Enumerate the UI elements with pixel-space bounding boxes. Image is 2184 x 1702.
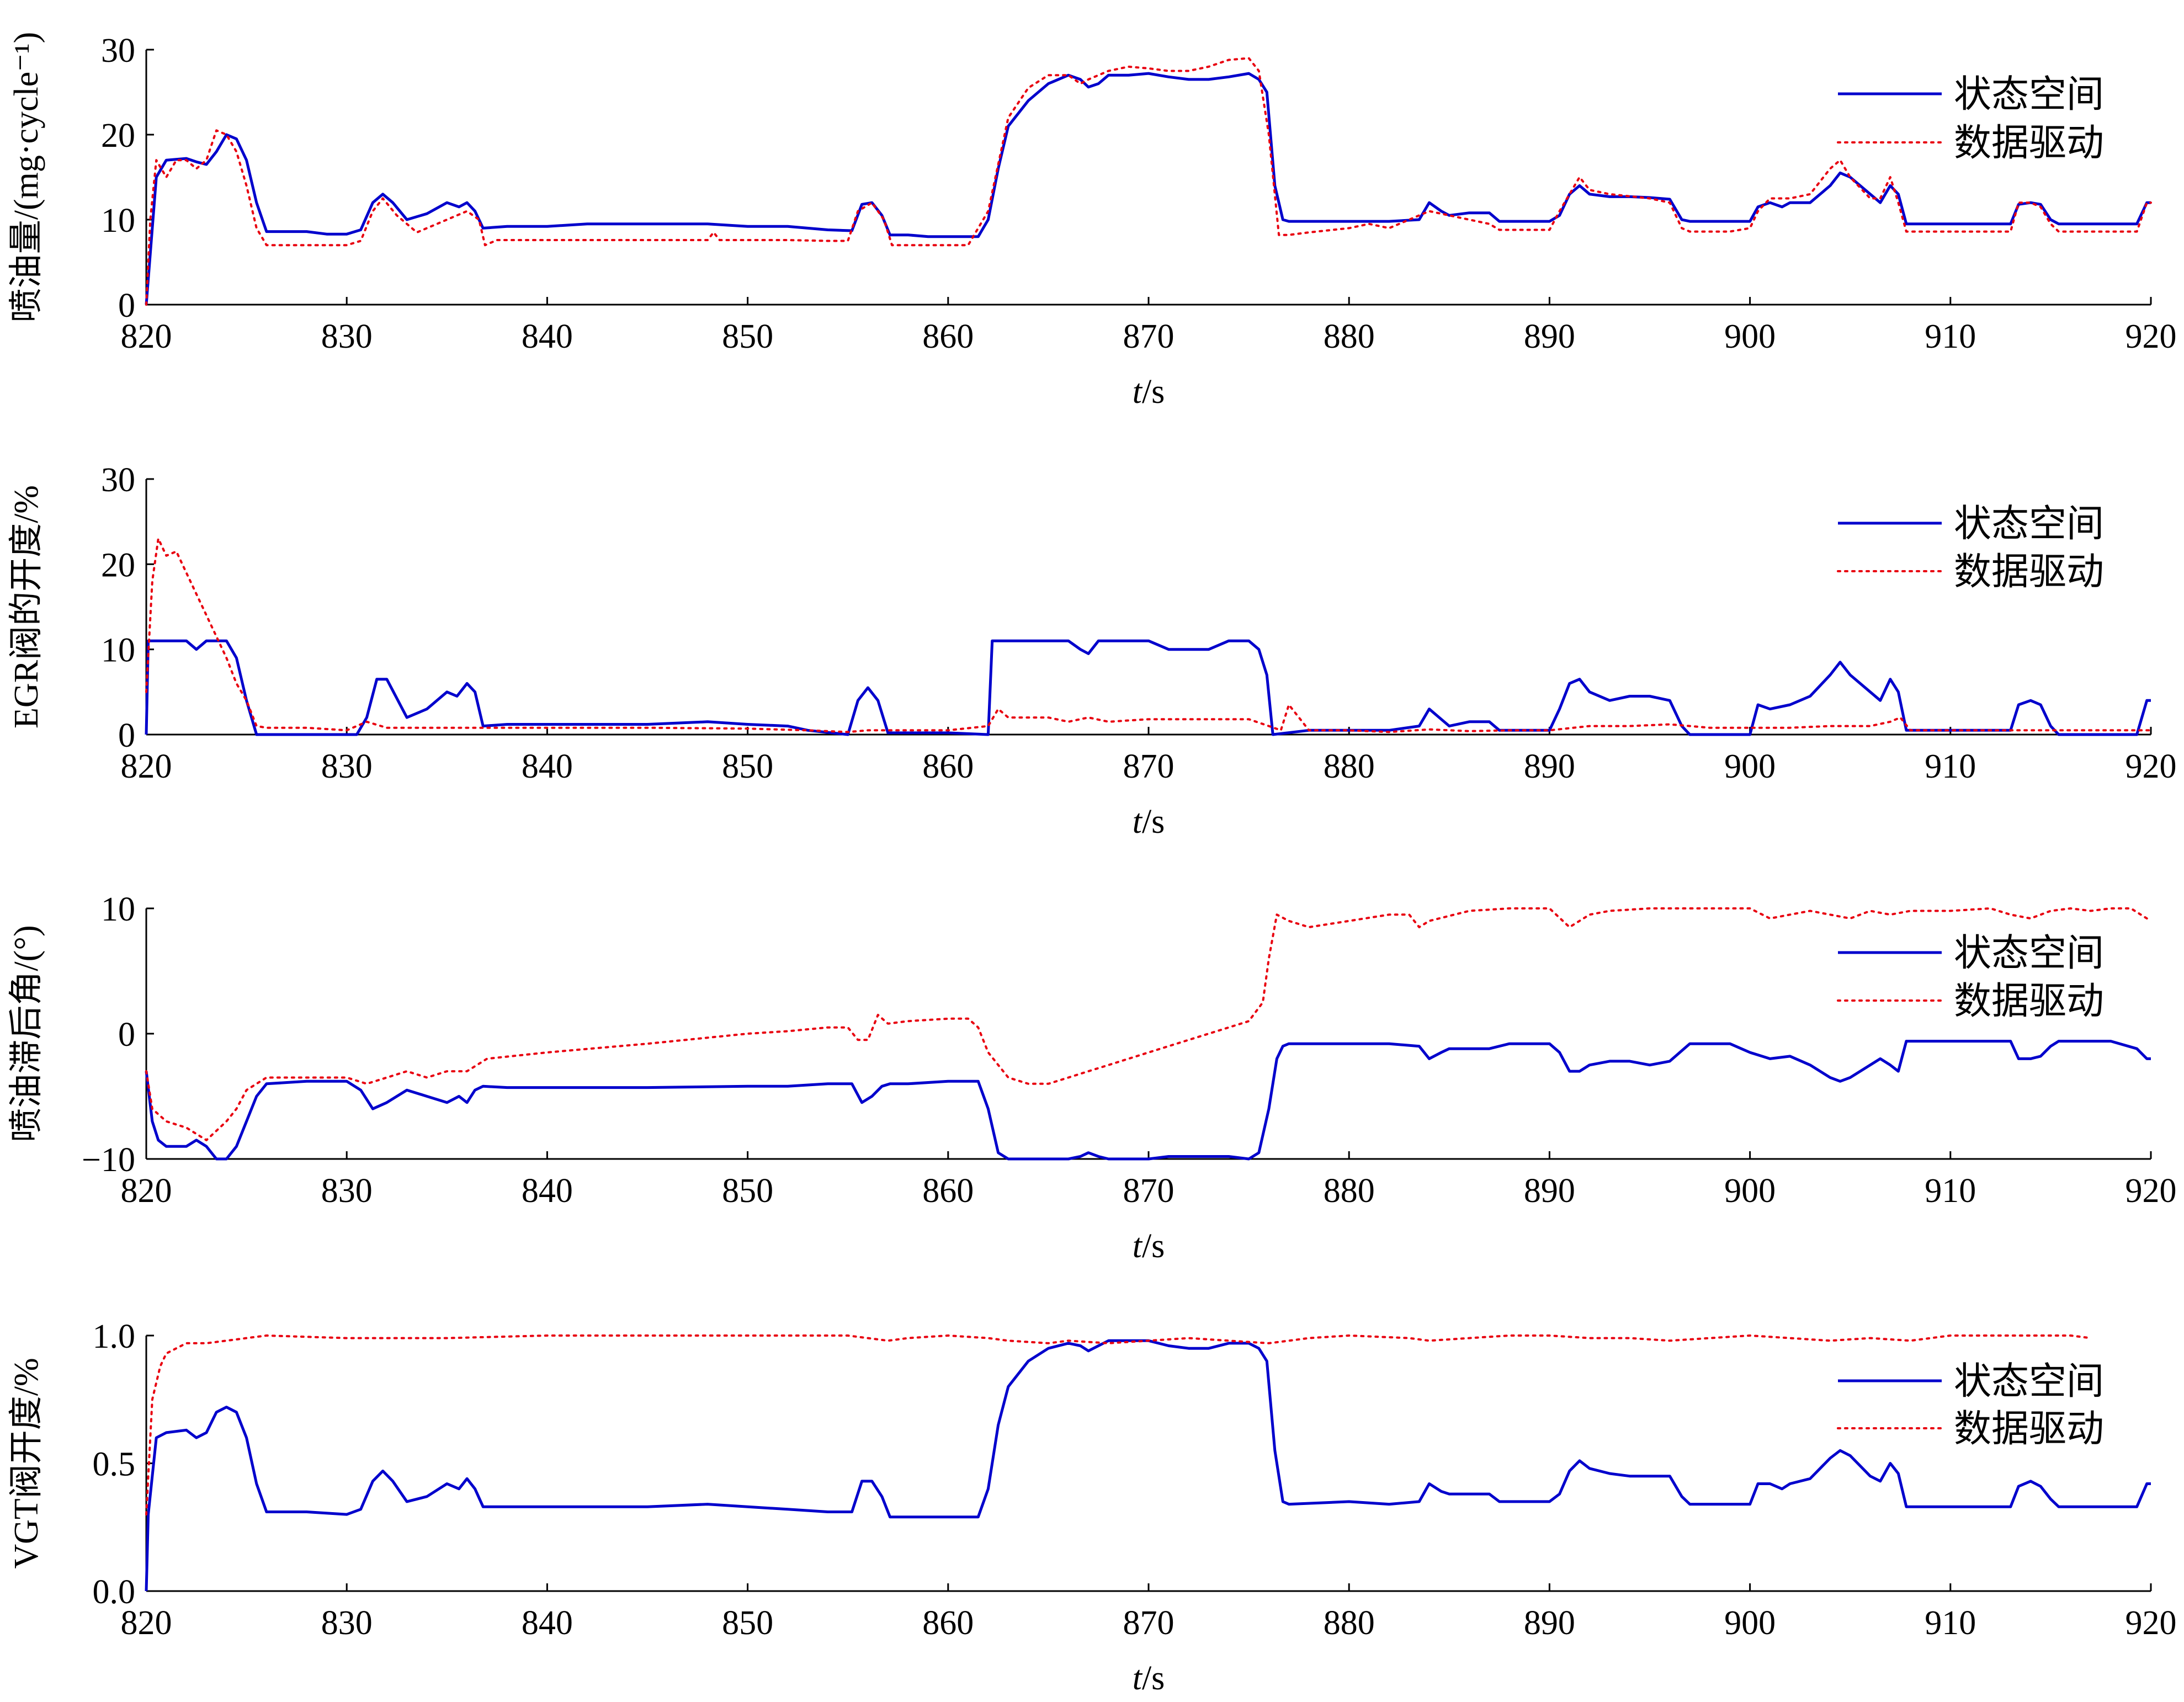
y-tick-label: −10 (82, 1141, 135, 1179)
y-tick-label: 1.0 (93, 1318, 136, 1355)
x-tick-label: 910 (1925, 318, 1976, 355)
x-tick-label: 840 (522, 318, 573, 355)
x-tick-label: 850 (722, 1604, 773, 1642)
legend-label-state-space: 状态空间 (1954, 932, 2104, 974)
series-line-data-driven (145, 907, 2152, 1141)
legend-label-data-driven: 数据驱动 (1954, 1408, 2104, 1450)
x-tick-label: 840 (522, 748, 573, 785)
x-tick-label: 890 (1524, 1604, 1575, 1642)
y-axis-label: 喷油量/(mg·cycle⁻¹) (8, 32, 45, 323)
x-tick-label: 870 (1123, 1604, 1175, 1642)
y-tick-label: 0.0 (93, 1573, 136, 1611)
series-line-state-space (145, 639, 2151, 736)
x-tick-label: 850 (722, 748, 773, 785)
x-tick-label: 900 (1724, 1604, 1776, 1642)
x-axis-label: t/s (1133, 1227, 1165, 1265)
y-tick-label: 30 (101, 32, 135, 70)
x-tick-label: 880 (1324, 1604, 1375, 1642)
x-tick-label: 860 (922, 318, 974, 355)
y-tick-label: 0 (118, 287, 135, 325)
y-tick-label: 0 (118, 717, 135, 754)
x-tick-label: 830 (321, 318, 373, 355)
x-tick-label: 920 (2125, 1172, 2177, 1210)
x-tick-label: 850 (722, 1172, 773, 1210)
y-axis-label: EGR阀的开度/% (8, 485, 45, 728)
x-tick-label: 820 (121, 318, 172, 355)
x-tick-label: 850 (722, 318, 773, 355)
y-tick-label: 30 (101, 461, 135, 499)
x-tick-label: 900 (1724, 748, 1776, 785)
legend-label-state-space: 状态空间 (1954, 73, 2104, 115)
x-tick-label: 900 (1724, 318, 1776, 355)
x-tick-label: 860 (922, 1172, 974, 1210)
x-tick-label: 830 (321, 1604, 373, 1642)
series-line-data-driven (145, 57, 2152, 306)
x-tick-label: 860 (922, 748, 974, 785)
x-tick-label: 860 (922, 1604, 974, 1642)
y-tick-label: 10 (101, 202, 135, 240)
x-tick-label: 890 (1524, 1172, 1575, 1210)
x-tick-label: 910 (1925, 1172, 1976, 1210)
x-axis-label: t/s (1133, 373, 1165, 411)
series-line-data-driven (145, 538, 2152, 733)
x-tick-label: 880 (1324, 748, 1375, 785)
y-tick-label: 10 (101, 891, 135, 928)
series-line-state-space (145, 72, 2151, 305)
x-tick-label: 820 (121, 1604, 172, 1642)
x-tick-label: 900 (1724, 1172, 1776, 1210)
x-tick-label: 880 (1324, 318, 1375, 355)
y-axis-label: 喷油滞后角/(°) (8, 925, 45, 1142)
x-tick-label: 920 (2125, 1604, 2177, 1642)
y-tick-label: 10 (101, 632, 135, 669)
panel-2-egr-valve-opening: 820 830 840 850 860 870 880 890 900 910 920 0 10 20 30… (8, 461, 2177, 841)
series-line-data-driven (145, 1334, 2092, 1516)
series-line-state-space (145, 1339, 2151, 1592)
legend-label-state-space: 状态空间 (1954, 503, 2104, 545)
panel-1-injection-quantity: 820 830 840 850 860 870 880 890 900 910 920 0 10 20 30… (8, 32, 2177, 411)
x-tick-label: 890 (1524, 748, 1575, 785)
x-axis-label: t/s (1133, 1660, 1165, 1697)
y-tick-label: 0.5 (93, 1446, 136, 1483)
x-tick-label: 890 (1524, 318, 1575, 355)
x-tick-label: 820 (121, 748, 172, 785)
x-tick-label: 870 (1123, 748, 1175, 785)
x-tick-label: 840 (522, 1172, 573, 1210)
x-tick-label: 920 (2125, 748, 2177, 785)
legend-label-data-driven: 数据驱动 (1954, 122, 2104, 164)
y-tick-label: 20 (101, 117, 135, 155)
y-axis-label: VGT阀开度/% (8, 1358, 45, 1568)
y-tick-label: 20 (101, 546, 135, 584)
x-tick-label: 880 (1324, 1172, 1375, 1210)
legend-label-data-driven: 数据驱动 (1954, 980, 2104, 1022)
panel-4-vgt-valve-opening: 820 830 840 850 860 870 880 890 900 910 920 0.0 0.5 1… (8, 1318, 2177, 1697)
x-tick-label: 830 (321, 748, 373, 785)
x-tick-label: 910 (1925, 1604, 1976, 1642)
x-axis-label: t/s (1133, 803, 1165, 841)
legend-label-state-space: 状态空间 (1954, 1360, 2104, 1402)
legend-label-data-driven: 数据驱动 (1954, 551, 2104, 593)
x-tick-label: 870 (1123, 318, 1175, 355)
x-tick-label: 910 (1925, 748, 1976, 785)
x-tick-label: 820 (121, 1172, 172, 1210)
panel-3-injection-lag-angle: 820 830 840 850 860 870 880 890 900 910 920 −10 0 10 t… (8, 891, 2177, 1265)
x-tick-label: 870 (1123, 1172, 1175, 1210)
series-line-state-space (145, 1040, 2151, 1161)
x-tick-label: 830 (321, 1172, 373, 1210)
x-tick-label: 840 (522, 1604, 573, 1642)
y-tick-label: 0 (118, 1016, 135, 1054)
x-tick-label: 920 (2125, 318, 2177, 355)
